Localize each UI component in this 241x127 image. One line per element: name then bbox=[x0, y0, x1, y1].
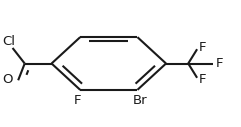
Text: F: F bbox=[215, 57, 223, 70]
Text: Br: Br bbox=[133, 94, 147, 107]
Text: F: F bbox=[74, 94, 81, 107]
Text: F: F bbox=[199, 41, 206, 54]
Text: F: F bbox=[199, 73, 206, 86]
Text: O: O bbox=[2, 73, 13, 86]
Text: Cl: Cl bbox=[2, 35, 15, 48]
